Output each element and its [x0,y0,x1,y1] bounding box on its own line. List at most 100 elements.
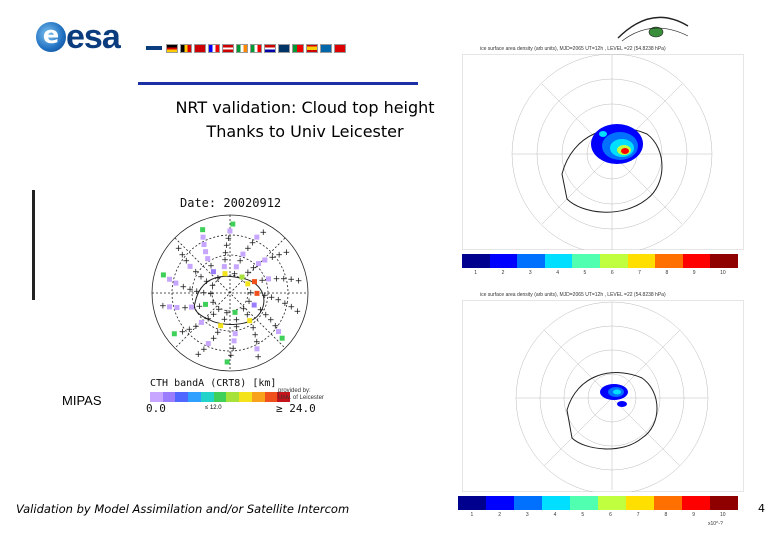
colorbar-segment [627,254,656,268]
cloud-free-marker: + [209,298,217,308]
density-level-1 [617,401,627,407]
flag-icon [222,44,234,53]
cloud-top-point [198,319,204,325]
cloud-top-point [245,281,251,287]
flag-icon [334,44,346,53]
density-level-3 [613,389,621,395]
cloud-free-marker: + [295,276,303,286]
flag-icon [194,44,206,53]
cloud-free-marker: + [215,305,223,315]
colorbar-tick-label: 6 [610,270,614,276]
cloud-free-marker: + [192,268,200,278]
cloud-free-marker: + [231,269,239,279]
colorbar-tick-label: 4 [556,270,559,276]
cloud-free-marker: + [210,334,218,344]
cloud-free-marker: + [244,268,252,278]
colorbar-tick-label: 10 [720,270,726,276]
cloud-free-marker: + [244,310,252,320]
cloud-top-point [203,249,209,255]
colorbar-segment [710,254,738,268]
cloud-free-marker: + [210,310,218,320]
mipas-colorbar-title-svg: CTH_bandA (CRT8) [km] [150,378,276,388]
cloud-free-marker: + [268,293,276,303]
cloud-free-marker: + [159,302,167,312]
cloud-free-marker: + [257,305,265,315]
colorbar-segment [682,254,711,268]
flag-icon [166,44,178,53]
cloud-free-marker: + [175,244,183,254]
esa-logo-globe [36,22,66,52]
cloud-free-marker: + [283,248,291,258]
cloud-top-point [174,305,180,311]
colorbar-segment [655,254,683,268]
cloud-top-point [200,234,206,240]
mipas-colorbar-mid: ≤ 12.0 [205,405,222,411]
flag-icon [278,44,290,53]
colorbar-tick-label: 8 [664,512,668,518]
colorbar-segment [213,392,227,402]
cloud-free-marker: + [204,314,212,324]
cloud-top-point [231,338,237,344]
colorbar-segment [489,254,518,268]
cloud-free-marker: + [294,307,302,317]
cloud-free-marker: + [223,309,231,319]
bottom-map-colorbar [458,496,738,510]
cloud-free-marker: + [261,291,269,301]
mipas-measurement-points: ++++++++++++++++++++++++++++++++++++ ++++… [159,221,303,365]
cloud-free-marker: + [207,261,215,271]
cloud-top-point [232,331,238,337]
bottom-map-title: ice surface area density (arb units), MJ… [480,292,666,298]
cloud-free-marker: + [209,281,217,291]
cloud-top-point [210,269,216,275]
institution-logo [617,16,689,42]
ice-density-blob [600,384,628,407]
cloud-free-marker: + [203,277,211,287]
cloud-free-marker: + [268,253,276,263]
cloud-top-point [276,329,282,335]
top-map-colorbar-ticks: 1 2 3 4 5 6 7 8 9 10 [462,270,738,276]
colorbar-segment [200,392,214,402]
colorbar-tick-label: 8 [665,270,669,276]
cloud-free-marker: + [287,275,295,285]
cloud-top-point [262,257,268,263]
cloud-free-marker: + [253,337,261,347]
slide-footer: Validation by Model Assimilation and/or … [16,502,350,516]
colorbar-segment [626,496,654,510]
cloud-free-marker: + [186,285,194,295]
cloud-top-point [256,261,262,267]
cloud-top-point [232,309,238,315]
colorbar-tick-label: 9 [692,512,695,518]
cloud-free-marker: + [192,322,200,332]
top-map-colorbar [462,254,738,268]
mipas-colorbar-title: CTH_bandA (CRT8) [km] [150,378,276,388]
cloud-free-marker: + [273,274,281,284]
colorbar-tick-label: 3 [525,512,529,518]
cloud-free-marker: + [250,264,258,274]
cloud-top-point [254,290,260,296]
colorbar-segment [251,392,265,402]
colorbar-tick-label: 2 [501,270,505,276]
title-line-2: Thanks to Univ Leicester [206,122,404,141]
colorbar-segment [598,496,626,510]
colorbar-segment [175,392,189,402]
cloud-free-marker: + [267,316,275,326]
cloud-free-marker: + [178,250,186,260]
logo-arc [617,16,689,39]
colorbar-segment [710,496,738,510]
cloud-top-point [251,279,257,285]
cloud-free-marker: + [207,290,215,300]
top-model-map [462,54,744,250]
density-level-3 [599,131,607,137]
cloud-free-marker: + [254,352,262,362]
page-number: 4 [758,502,765,515]
flag-icon [264,44,276,53]
bottom-map-colorbar-ticks: 1 2 3 4 5 6 7 8 9 10 [458,512,738,518]
cloud-free-marker: + [214,274,222,284]
cloud-top-point [224,359,230,365]
colorbar-segment [599,254,628,268]
cloud-top-point [251,302,257,308]
top-map-title: ice surface area density (arb units), MJ… [480,46,666,52]
cloud-top-point [167,276,173,282]
cloud-free-marker: + [245,297,253,307]
cloud-free-marker: + [271,321,279,331]
